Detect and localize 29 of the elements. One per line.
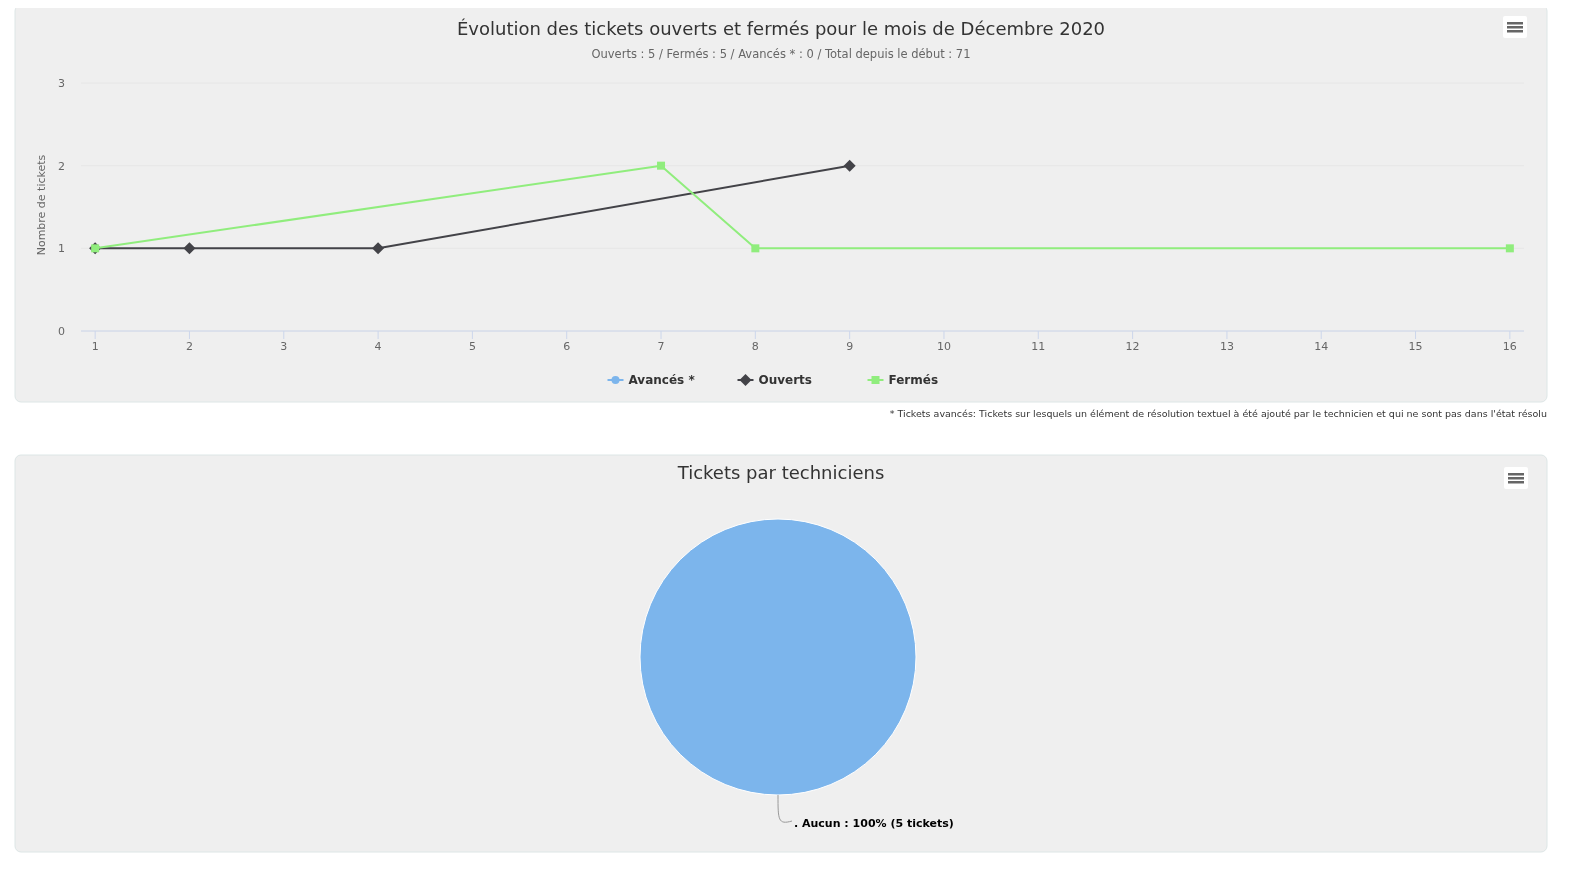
x-tick-label: 12 (1125, 340, 1140, 353)
text: * Tickets avancés: Tickets sur lesquels un élément de résolution textuel à été ajouté par le technicien et qui ne sont pas dans l'état résolu (889, 408, 1547, 419)
chart-title: Tickets par techniciens (676, 462, 885, 483)
x-tick-label: 5 (468, 340, 476, 353)
x-tick-label: 1 (91, 340, 99, 353)
y-tick-label: 3 (58, 77, 65, 90)
legend-label: Ouverts (758, 373, 813, 387)
legend-label: Fermés (888, 373, 939, 387)
y-tick-label: 2 (58, 159, 65, 173)
legend-label: Avancés * (628, 373, 696, 387)
x-tick-label: 6 (563, 340, 571, 353)
chart-title: Évolution des tickets ouverts et fermés pour le mois de Décembre 2020 (456, 18, 1106, 39)
x-tick-label: 14 (1314, 340, 1329, 353)
y-axis-title: Nombre de tickets (35, 154, 48, 256)
x-tick-label: 9 (846, 340, 854, 353)
x-tick-label: 13 (1219, 340, 1234, 353)
x-tick-label: 11 (1031, 340, 1046, 353)
x-tick-label: 8 (751, 340, 759, 353)
y-tick-label: 1 (58, 242, 65, 256)
x-tick-label: 15 (1408, 340, 1423, 353)
y-tick-label: 0 (58, 325, 65, 338)
x-tick-label: 16 (1502, 340, 1517, 353)
x-tick-label: 4 (374, 340, 382, 353)
chart-subtitle: Ouverts : 5 / Fermés : 5 / Avancés * : 0 / Total depuis le début : 71 (591, 47, 971, 61)
x-tick-label: 2 (185, 340, 193, 353)
x-tick-label: 7 (657, 340, 665, 353)
x-tick-label: 3 (280, 340, 288, 353)
x-tick-label: 10 (936, 340, 951, 353)
slice-label: . Aucun : 100% (5 tickets) (794, 817, 954, 830)
